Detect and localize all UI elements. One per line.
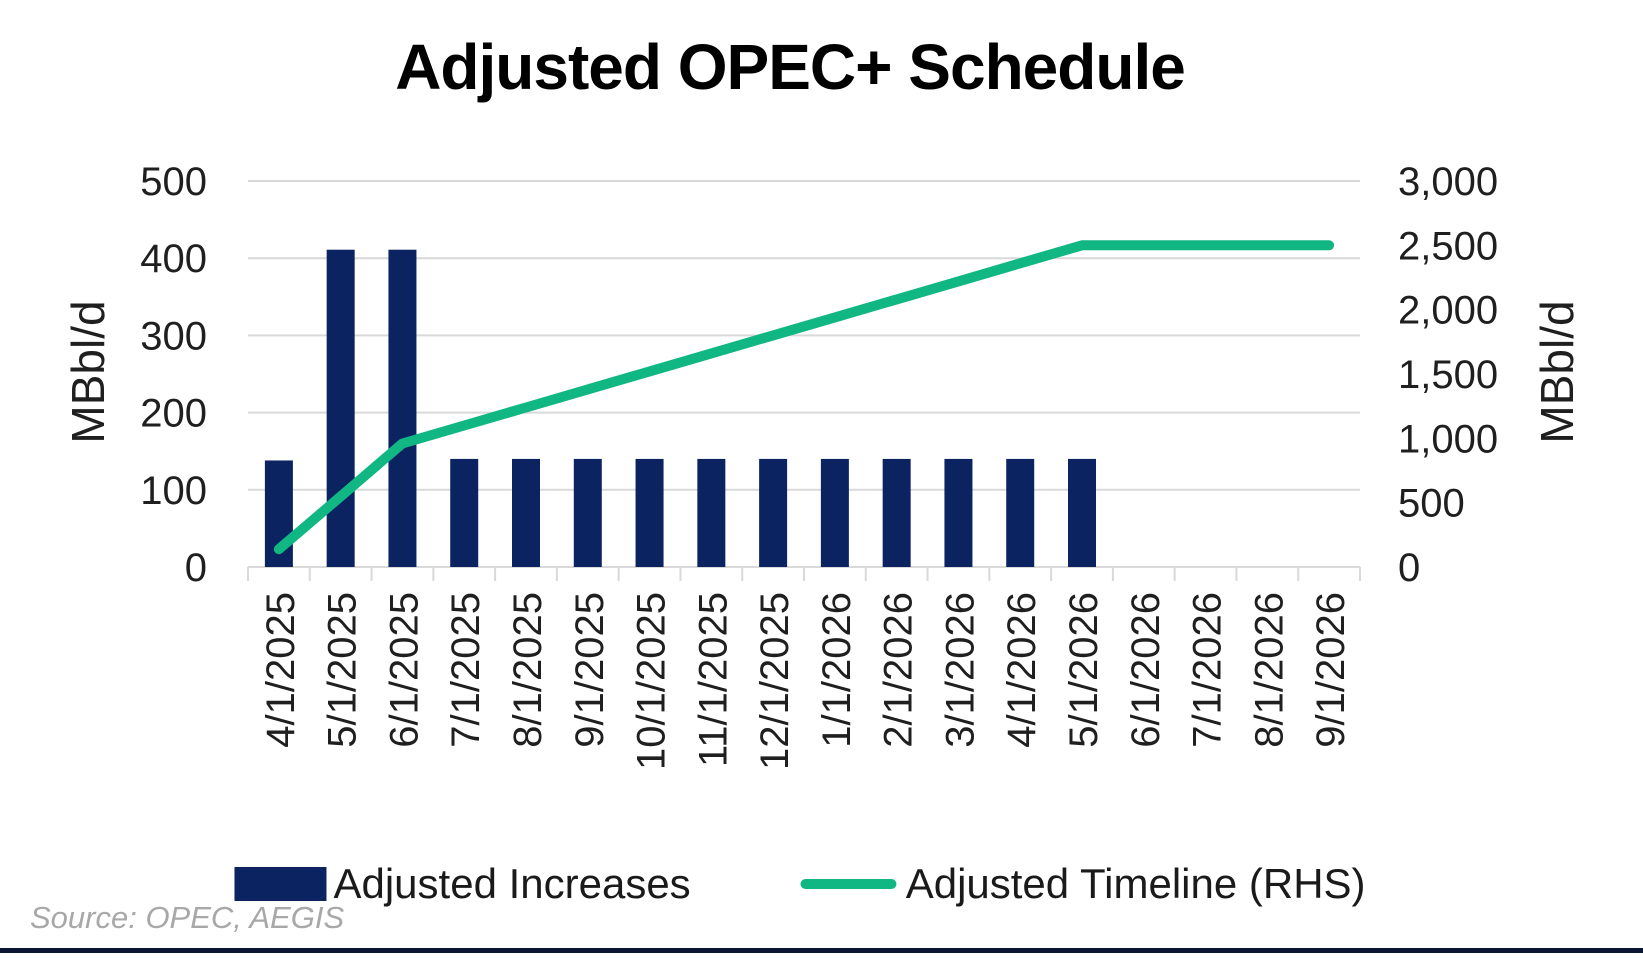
left-axis-tick-label: 500 (140, 160, 207, 204)
bar (326, 249, 355, 567)
right-axis-tick-label: 500 (1398, 482, 1465, 526)
bottom-border-line (0, 948, 1643, 953)
right-axis-tick-label: 1,000 (1398, 417, 1498, 461)
x-axis-label: 10/1/2025 (630, 592, 674, 770)
legend-line-label: Adjusted Timeline (RHS) (905, 860, 1366, 907)
x-axis-label: 11/1/2025 (691, 592, 735, 767)
x-axis-label: 2/1/2026 (877, 592, 921, 748)
left-axis-tick-label: 300 (140, 314, 207, 358)
right-axis-tick-label: 2,000 (1398, 289, 1498, 333)
bar (882, 458, 911, 567)
bar (635, 458, 664, 567)
bar (1068, 458, 1096, 567)
chart-title: Adjusted OPEC+ Schedule (395, 31, 1186, 103)
legend-line-swatch (800, 879, 897, 889)
timeline-line (273, 240, 1335, 555)
x-axis-label: 4/1/2025 (259, 592, 303, 748)
bar (388, 249, 417, 567)
x-axis-label: 6/1/2025 (382, 592, 426, 748)
x-axis-label: 5/1/2025 (321, 592, 365, 748)
left-axis-tick-label: 100 (140, 469, 207, 513)
x-axis-label: 6/1/2026 (1124, 592, 1168, 748)
right-axis-tick-label: 0 (1398, 546, 1420, 590)
legend-bar-label: Adjusted Increases (333, 860, 691, 907)
left-axis-tick-label: 400 (140, 237, 207, 281)
right-axis-tick-label: 2,500 (1398, 224, 1498, 268)
x-axis-label: 12/1/2025 (753, 592, 797, 770)
bar (1006, 458, 1035, 567)
x-axis-label: 9/1/2025 (568, 592, 612, 748)
bar (573, 458, 602, 567)
x-axis-label: 8/1/2026 (1247, 592, 1291, 748)
right-axis-tick-label: 3,000 (1398, 160, 1498, 204)
source-note: Source: OPEC, AEGIS (30, 900, 345, 935)
left-axis-tick-label: 0 (185, 546, 207, 590)
legend-bar-swatch (234, 867, 327, 901)
x-axis-label: 7/1/2026 (1186, 592, 1230, 748)
x-axis-label: 7/1/2025 (444, 592, 488, 748)
bar (697, 458, 726, 567)
bar (820, 458, 849, 567)
legend: Adjusted Increases Adjusted Timeline (RH… (234, 860, 1366, 908)
x-axis-label: 5/1/2026 (1062, 592, 1106, 748)
x-axis-label: 8/1/2025 (506, 592, 550, 748)
bar (512, 458, 540, 567)
x-axis-label: 4/1/2026 (1000, 592, 1044, 748)
x-axis-label: 9/1/2026 (1309, 592, 1353, 748)
right-axis-tick-label: 1,500 (1398, 353, 1498, 397)
x-axis-label: 3/1/2026 (938, 592, 982, 748)
bar (759, 458, 788, 567)
x-axis-label: 1/1/2026 (815, 592, 859, 748)
bar (944, 458, 973, 567)
left-axis-tick-label: 200 (140, 392, 207, 436)
bar (450, 458, 479, 567)
